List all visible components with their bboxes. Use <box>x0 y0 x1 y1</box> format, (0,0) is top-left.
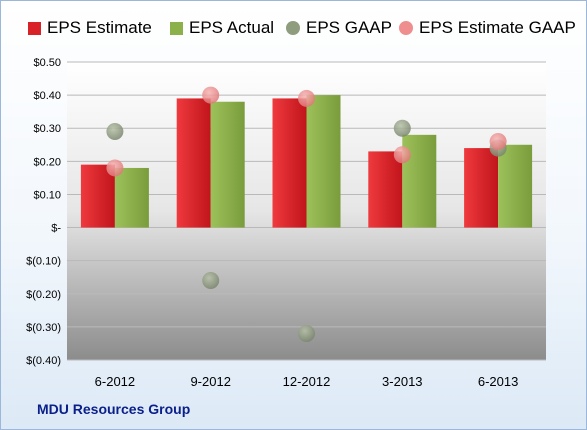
x-tick-label: 6-2013 <box>478 374 518 389</box>
x-tick-label: 3-2013 <box>382 374 422 389</box>
y-tick-label: $(0.10) <box>26 256 61 268</box>
marker-eps-estimate-gaap <box>298 89 315 107</box>
legend-swatch-eps-actual <box>170 21 183 35</box>
marker-eps-gaap <box>202 272 220 290</box>
x-tick-label: 12-2012 <box>283 374 331 389</box>
bar-eps-actual <box>210 101 245 228</box>
legend-marker-eps-gaap <box>286 21 300 35</box>
legend-label-eps-estimate: EPS Estimate <box>47 18 152 37</box>
y-tick-label: $(0.20) <box>26 289 61 301</box>
marker-eps-estimate-gaap <box>489 132 507 150</box>
legend-label-eps-gaap: EPS GAAP <box>306 18 392 37</box>
marker-eps-estimate-gaap <box>393 146 411 164</box>
legend-item-eps-estimate: EPS Estimate <box>28 16 152 40</box>
y-tick-label: $0.50 <box>33 57 61 69</box>
bar-eps-actual <box>498 144 533 228</box>
bar-eps-estimate <box>176 98 211 228</box>
bar-eps-actual <box>306 95 341 228</box>
legend-swatch-eps-estimate <box>28 21 41 35</box>
y-tick-label: $(0.30) <box>26 322 61 334</box>
chart-legend: EPS Estimate EPS Actual EPS GAAP EPS Est… <box>0 16 587 40</box>
company-name: MDU Resources Group <box>37 401 191 417</box>
bar-eps-estimate <box>464 148 499 228</box>
y-tick-label: $0.10 <box>33 189 61 201</box>
marker-eps-gaap <box>106 123 124 141</box>
bar-eps-estimate <box>368 151 403 228</box>
bar-eps-estimate <box>272 98 307 228</box>
bar-eps-estimate <box>80 164 115 228</box>
bar-eps-actual <box>114 167 149 228</box>
x-tick-label: 9-2012 <box>190 374 230 389</box>
marker-eps-estimate-gaap <box>202 86 220 104</box>
legend-label-eps-actual: EPS Actual <box>189 18 275 37</box>
legend-marker-eps-estimate-gaap <box>399 21 413 35</box>
legend-item-eps-estimate-gaap: EPS Estimate GAAP <box>399 16 576 40</box>
legend-item-eps-actual: EPS Actual <box>170 16 274 40</box>
marker-eps-gaap <box>393 119 411 137</box>
marker-eps-gaap <box>298 325 315 343</box>
legend-label-eps-estimate-gaap: EPS Estimate GAAP <box>419 18 576 37</box>
y-tick-label: $(0.40) <box>26 355 61 367</box>
legend-item-eps-gaap: EPS GAAP <box>286 16 392 40</box>
marker-eps-estimate-gaap <box>106 159 124 177</box>
y-tick-label: $0.20 <box>33 156 61 168</box>
y-tick-label: $0.30 <box>33 123 61 135</box>
y-tick-label: $- <box>51 223 61 235</box>
x-tick-label: 6-2012 <box>95 374 135 389</box>
y-tick-label: $0.40 <box>33 90 61 102</box>
